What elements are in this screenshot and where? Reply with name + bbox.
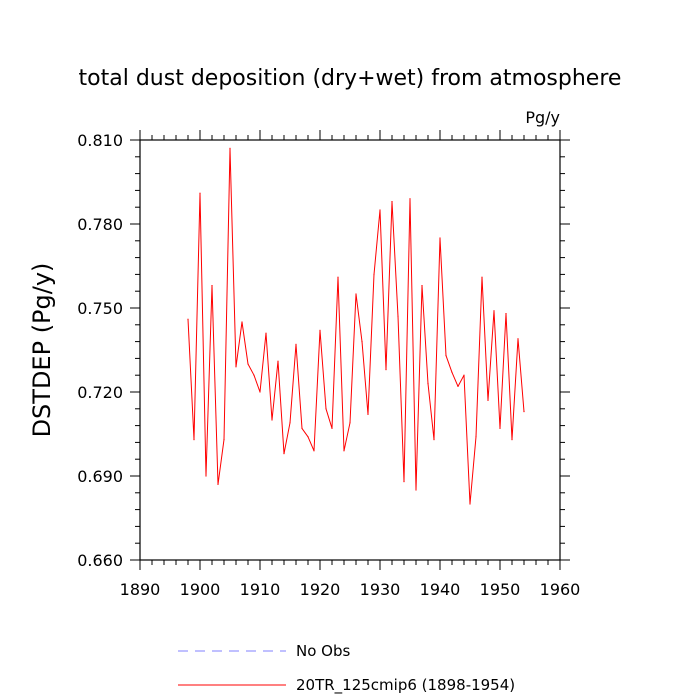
x-tick-label: 1940 [420,580,461,599]
data-point [487,399,489,401]
data-point [301,427,303,429]
data-point [259,391,261,393]
axis-ticks [130,130,570,570]
data-point [439,237,441,239]
legend-label-no-obs: No Obs [296,642,351,660]
data-point [385,369,387,371]
data-point [523,411,525,413]
data-point [511,439,513,441]
data-point [433,439,435,441]
data-point [469,503,471,505]
chart-title: total dust deposition (dry+wet) from atm… [78,66,622,91]
series-line-0 [187,147,525,505]
y-tick-label: 0.780 [77,215,123,234]
data-point [229,147,231,149]
data-point [397,315,399,317]
data-point [367,413,369,415]
data-point [337,276,339,278]
plot-frame [139,139,561,561]
data-point [241,321,243,323]
x-tick-label: 1930 [360,580,401,599]
y-tick-label: 0.810 [77,131,123,150]
x-tick-label: 1960 [540,580,581,599]
data-point [265,332,267,334]
data-point [493,310,495,312]
units-label: Pg/y [525,108,560,127]
data-point [517,338,519,340]
data-point [319,329,321,331]
y-tick-label: 0.750 [77,299,123,318]
data-point [307,436,309,438]
legend-label-20tr: 20TR_125cmip6 (1898-1954) [296,676,516,694]
series-layer [187,147,525,505]
data-point [193,439,195,441]
data-point [343,450,345,452]
x-tick-label: 1950 [480,580,521,599]
y-tick-label: 0.660 [77,551,123,570]
x-tick-label: 1900 [180,580,221,599]
data-point [505,313,507,315]
data-point [409,198,411,200]
data-point [415,489,417,491]
data-point [313,450,315,452]
data-point [247,363,249,365]
data-point [295,343,297,345]
data-point [475,436,477,438]
y-tick-label: 0.690 [77,467,123,486]
data-point [325,408,327,410]
data-point [361,341,363,343]
data-point [373,273,375,275]
data-point [223,439,225,441]
data-point [331,427,333,429]
data-point [403,481,405,483]
y-axis-label: DSTDEP (Pg/y) [28,262,56,438]
data-point [253,374,255,376]
data-point [217,483,219,485]
data-point [499,427,501,429]
data-point [235,366,237,368]
data-point [199,192,201,194]
data-point [445,355,447,357]
data-point [283,453,285,455]
data-point [391,201,393,203]
data-point [187,318,189,320]
data-point [451,371,453,373]
data-point [427,383,429,385]
data-point [355,293,357,295]
data-point [349,422,351,424]
data-point [289,422,291,424]
y-tick-label: 0.720 [77,383,123,402]
data-point [379,209,381,211]
data-point [481,276,483,278]
data-point [463,374,465,376]
data-point [421,285,423,287]
tick-labels: 1890 1900 1910 1920 1930 1940 1950 1960 0.660 0.6… [77,131,580,599]
data-point [457,385,459,387]
x-tick-label: 1890 [120,580,161,599]
data-point [205,475,207,477]
data-point [277,360,279,362]
data-point [211,285,213,287]
x-tick-label: 1920 [300,580,341,599]
data-point [271,419,273,421]
x-tick-label: 1910 [240,580,281,599]
